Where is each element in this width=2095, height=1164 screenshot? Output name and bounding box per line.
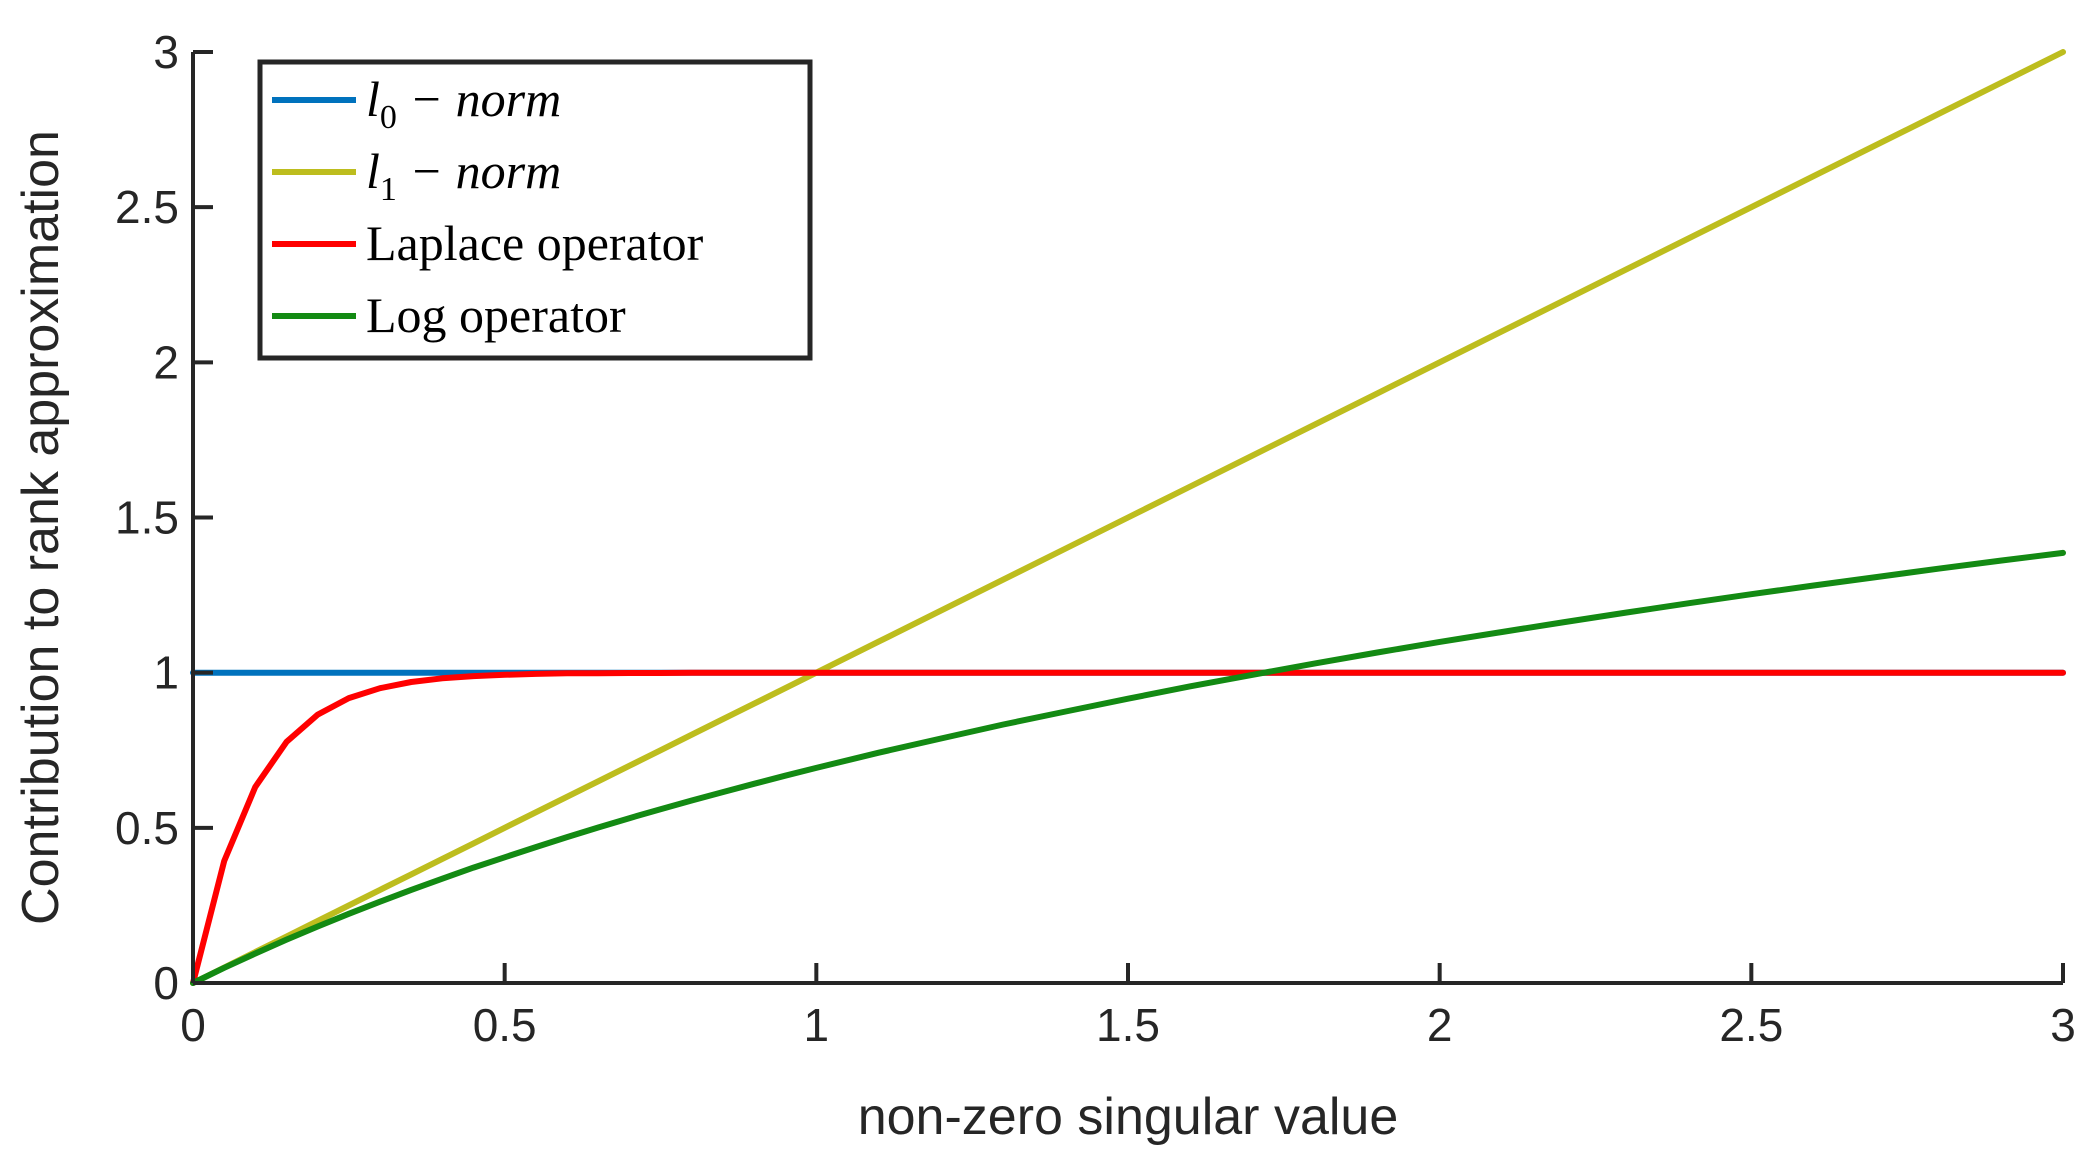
x-tick-label: 1	[804, 999, 830, 1051]
series-line-4	[190, 549, 2066, 986]
ticks-layer: 0 0.5 1 1.5 2 2.5 3 0 0.5 1 1.5 2 2.5 3	[115, 26, 2076, 1051]
x-axis-title: non-zero singular value	[858, 1088, 1399, 1146]
y-tick-label: 2	[153, 336, 179, 388]
y-tick-label: 1.5	[115, 492, 179, 544]
x-tick-label: 0	[180, 999, 206, 1051]
x-tick-label: 2	[1427, 999, 1453, 1051]
y-tick-label: 0	[153, 957, 179, 1009]
y-tick-label: 1	[153, 647, 179, 699]
legend-label: l1 − norm	[366, 143, 561, 208]
legend-box	[257, 59, 813, 361]
x-tick-label: 1.5	[1096, 999, 1160, 1051]
y-tick-label: 3	[153, 26, 179, 78]
x-tick-label: 0.5	[473, 999, 537, 1051]
legend-label: Laplace operator	[366, 215, 704, 271]
y-tick-label: 2.5	[115, 181, 179, 233]
legend-label: Log operator	[366, 287, 626, 343]
series-layer	[190, 49, 2066, 986]
y-tick-label: 0.5	[115, 802, 179, 854]
series-line-3	[190, 669, 2066, 986]
legend: l0 − norm l1 − norm Laplace operator Log op…	[257, 59, 813, 361]
legend-label: l0 − norm	[366, 71, 561, 136]
x-tick-label: 3	[2050, 999, 2076, 1051]
x-tick-label: 2.5	[1719, 999, 1783, 1051]
y-axis-title: Contribution to rank approximation	[12, 130, 70, 925]
